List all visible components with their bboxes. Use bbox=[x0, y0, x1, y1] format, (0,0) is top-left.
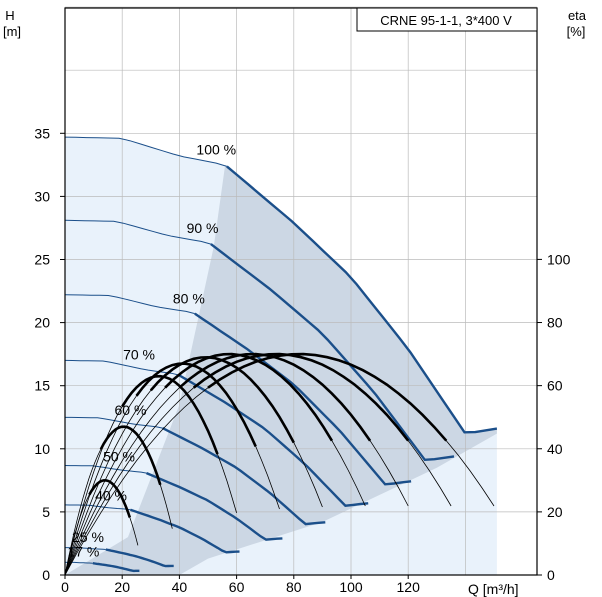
head-curve-thick bbox=[226, 165, 498, 434]
head-curve-thick bbox=[162, 427, 326, 526]
head-curve-thin bbox=[64, 136, 228, 167]
efficiency-curve-thin bbox=[64, 353, 495, 576]
speed-label: 40 % bbox=[95, 487, 127, 503]
efficiency-curve-thin bbox=[64, 375, 237, 576]
y-tick-label-left: 5 bbox=[42, 504, 50, 520]
plot-border bbox=[64, 7, 538, 576]
head-curve-thin bbox=[64, 294, 195, 315]
y-tick-label-left: 0 bbox=[42, 567, 50, 583]
efficiency-curves bbox=[64, 352, 495, 576]
y-tick-label-left: 25 bbox=[34, 252, 50, 268]
efficiency-curve-thin bbox=[64, 426, 173, 576]
speed-label: 60 % bbox=[115, 402, 147, 418]
y-tick-label-right: 100 bbox=[547, 251, 571, 267]
speed-label: 80 % bbox=[173, 291, 205, 307]
x-tick-label: 60 bbox=[229, 579, 245, 595]
speed-label: 50 % bbox=[103, 449, 135, 465]
y-tick-label-right: 60 bbox=[547, 378, 563, 394]
y-tick-label-right: 0 bbox=[547, 567, 555, 583]
head-curve-thick bbox=[194, 312, 412, 486]
plot-frame bbox=[60, 7, 542, 579]
operating-area bbox=[65, 164, 497, 575]
efficiency-curve-thin bbox=[64, 353, 452, 576]
head-curve-thick bbox=[210, 243, 455, 462]
x-tick-label: 100 bbox=[339, 579, 363, 595]
y-tick-label-right: 40 bbox=[547, 441, 563, 457]
head-curve-thick bbox=[146, 471, 283, 541]
efficiency-curve-thin bbox=[64, 479, 139, 576]
efficiency-curve-thin bbox=[64, 353, 366, 576]
x-tick-label: 80 bbox=[286, 579, 302, 595]
y-axis-label-left: H bbox=[5, 8, 14, 23]
head-curve-thick bbox=[105, 548, 174, 568]
chart-title: CRNE 95-1-1, 3*400 V bbox=[380, 13, 512, 28]
head-curve-thick bbox=[178, 373, 369, 507]
y-tick-label-right: 80 bbox=[547, 315, 563, 331]
head-curve-thin bbox=[64, 504, 131, 511]
grid-lines bbox=[65, 6, 537, 575]
x-tick-label: 20 bbox=[114, 579, 130, 595]
y-tick-label-left: 20 bbox=[34, 315, 50, 331]
head-curve-thick bbox=[130, 508, 240, 554]
y-axis-unit-left: [m] bbox=[3, 24, 21, 39]
y-tick-label-right: 20 bbox=[547, 504, 563, 520]
head-curves bbox=[64, 136, 498, 573]
y-tick-label-left: 35 bbox=[34, 125, 50, 141]
speed-label: 100 % bbox=[196, 141, 236, 157]
efficiency-curve-thin bbox=[64, 363, 280, 576]
y-tick-label-left: 30 bbox=[34, 188, 50, 204]
x-tick-label: 0 bbox=[61, 579, 69, 595]
y-tick-label-left: 10 bbox=[34, 441, 50, 457]
x-tick-label: 40 bbox=[172, 579, 188, 595]
x-tick-label: 120 bbox=[397, 579, 421, 595]
title-box bbox=[356, 7, 538, 32]
head-curve-thick bbox=[92, 562, 140, 573]
efficiency-curve-thin bbox=[64, 356, 323, 576]
speed-label: 70 % bbox=[123, 346, 155, 362]
speed-label: 17 % bbox=[67, 544, 99, 560]
axis-labels: 0 20 40 60 80 100 120 0 5 10 15 20 25 30 35 0 20 40 60 80 10… bbox=[34, 125, 570, 595]
y-axis-label-right: eta bbox=[568, 8, 587, 23]
y-axis-unit-right: [%] bbox=[567, 24, 586, 39]
x-axis-label: Q [m³/h] bbox=[468, 581, 519, 597]
speed-label: 25 % bbox=[72, 529, 104, 545]
speed-label: 90 % bbox=[187, 220, 219, 236]
y-tick-label-left: 15 bbox=[34, 378, 50, 394]
head-curve-thin bbox=[64, 219, 212, 245]
